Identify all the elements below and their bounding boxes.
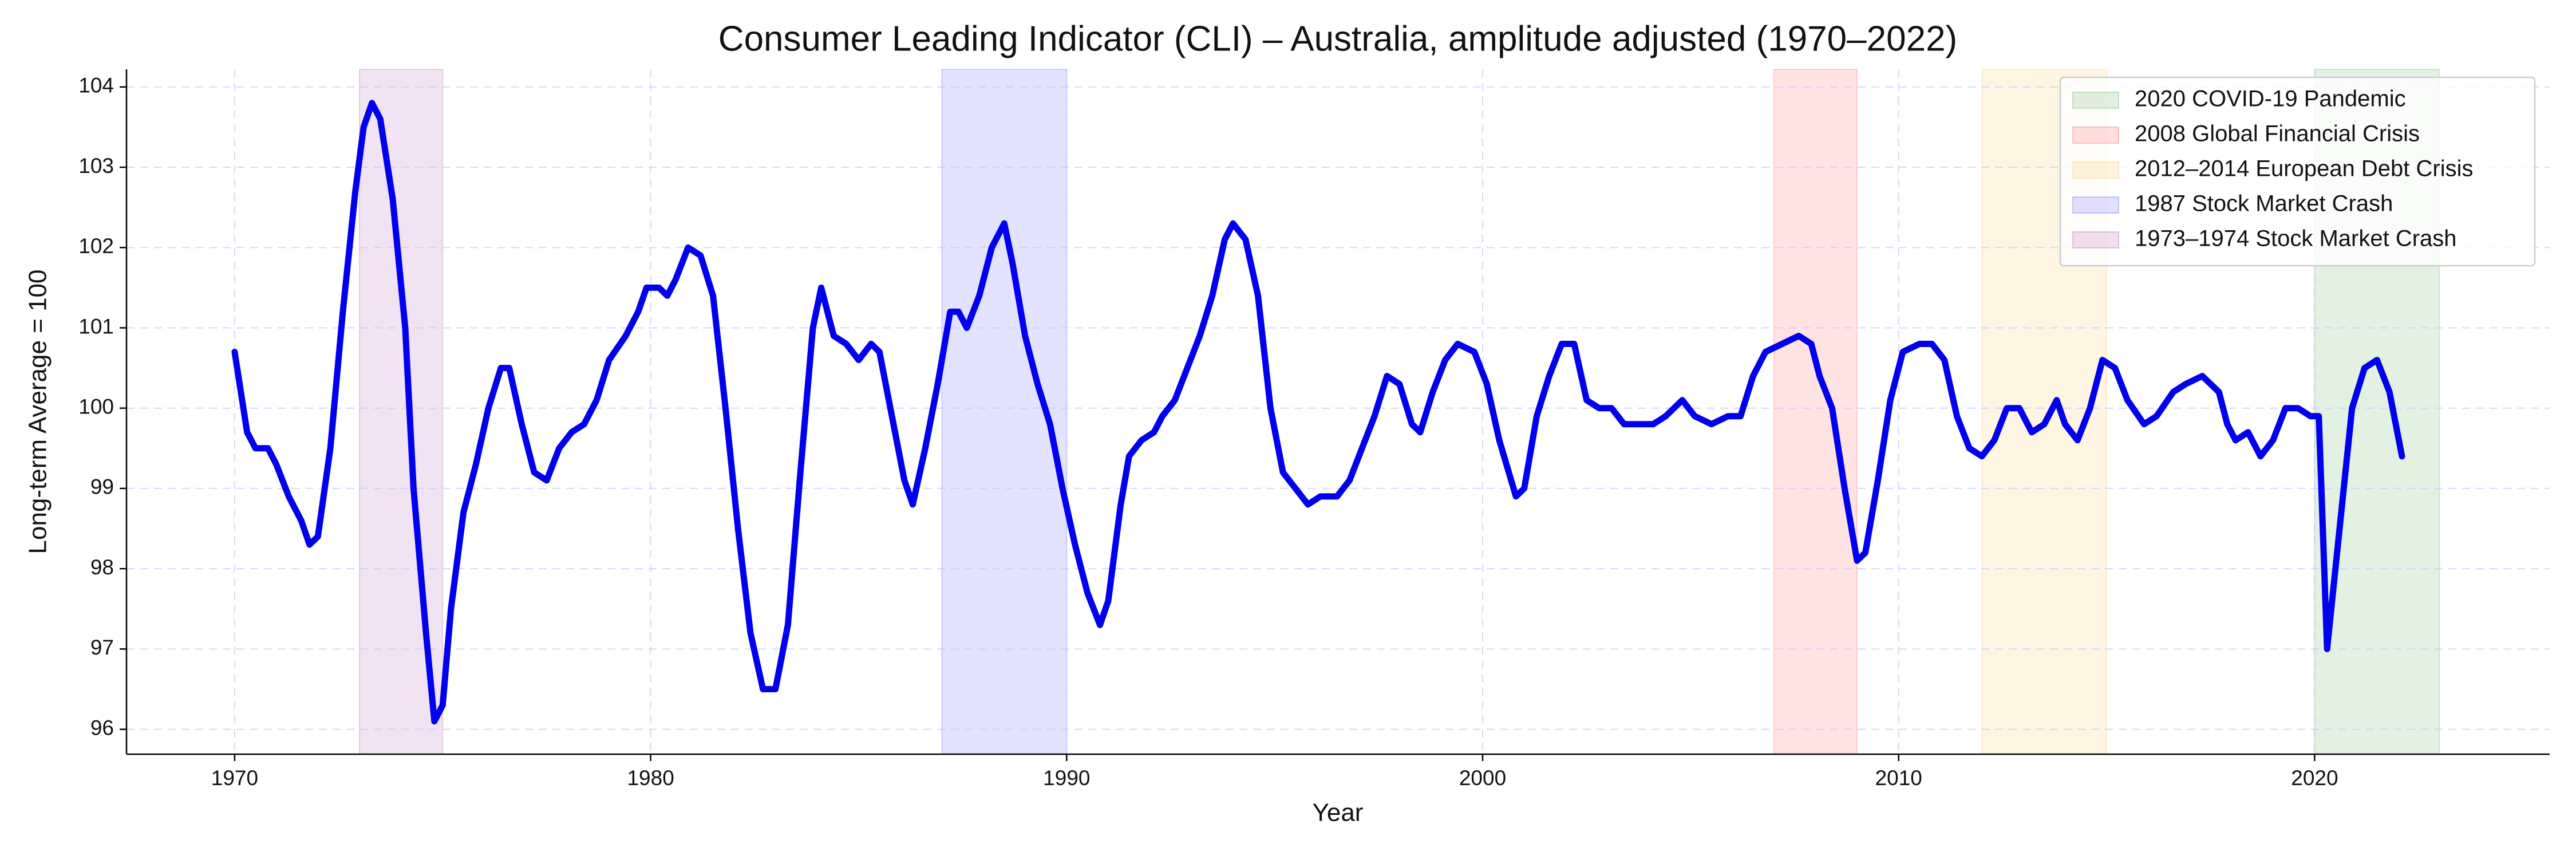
y-tick-label: 97 — [90, 636, 114, 659]
legend-label: 1987 Stock Market Crash — [2135, 191, 2393, 216]
y-tick-label: 96 — [90, 716, 114, 739]
legend-swatch — [2072, 92, 2119, 109]
y-tick-label: 104 — [78, 74, 114, 97]
x-tick-label: 2000 — [1459, 766, 1506, 790]
x-axis-label: Year — [1313, 799, 1364, 827]
x-tick-label: 1980 — [627, 766, 674, 790]
y-tick-label: 102 — [78, 234, 114, 258]
legend-label: 1973–1974 Stock Market Crash — [2135, 226, 2457, 251]
x-tick-label: 1970 — [211, 766, 258, 790]
y-tick-label: 99 — [90, 475, 114, 499]
y-tick-label: 98 — [90, 555, 114, 579]
x-tick-label: 2010 — [1875, 766, 1922, 790]
legend-box — [2059, 76, 2536, 267]
legend-swatch — [2072, 127, 2119, 144]
legend-label: 2012–2014 European Debt Crisis — [2135, 156, 2474, 182]
legend-label: 2008 Global Financial Crisis — [2135, 121, 2420, 147]
y-tick-label: 100 — [78, 395, 114, 418]
x-tick-label: 1990 — [1043, 766, 1090, 790]
chart-title: Consumer Leading Indicator (CLI) – Austr… — [718, 19, 1957, 58]
legend-swatch — [2072, 161, 2119, 179]
event-span — [1773, 69, 1858, 755]
legend-swatch — [2072, 196, 2119, 214]
legend-label: 2020 COVID-19 Pandemic — [2135, 86, 2406, 112]
legend-swatch — [2072, 231, 2119, 249]
y-tick-label: 103 — [78, 154, 114, 178]
data-line — [231, 100, 2405, 724]
x-tick-label: 2020 — [2291, 766, 2338, 790]
y-tick-label: 101 — [78, 314, 114, 338]
y-axis-label: Long-term Average = 100 — [24, 270, 52, 554]
